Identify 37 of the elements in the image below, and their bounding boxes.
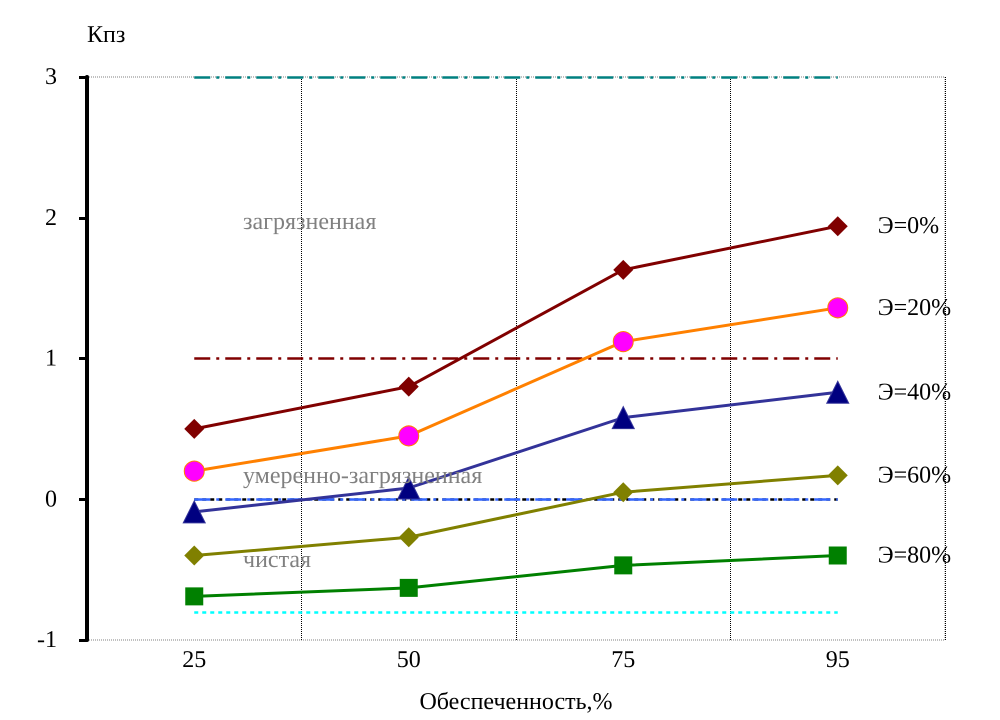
y-tick-label: 2 xyxy=(45,204,57,231)
point xyxy=(182,500,206,524)
point xyxy=(828,216,848,236)
point xyxy=(826,380,850,404)
point xyxy=(398,425,420,446)
point xyxy=(614,556,632,574)
series-label: Э=80% xyxy=(878,542,952,569)
point xyxy=(184,546,204,566)
annotation: загрязненная xyxy=(243,209,376,235)
x-tick-label: 75 xyxy=(611,647,636,673)
x-tick-label: 95 xyxy=(826,647,850,673)
annotation: чистая xyxy=(243,547,312,573)
point xyxy=(612,406,635,430)
series-label: Э=20% xyxy=(878,294,952,321)
x-tick-label: 25 xyxy=(182,647,206,673)
series-label: Э=60% xyxy=(878,462,952,488)
y-tick-label: 3 xyxy=(45,64,57,90)
point xyxy=(612,331,634,352)
series-label: Э=40% xyxy=(878,379,952,406)
point xyxy=(184,418,204,439)
point xyxy=(184,460,205,482)
y-tick-label: 0 xyxy=(45,486,57,512)
point xyxy=(827,297,848,318)
point xyxy=(185,587,204,606)
y-tick-label: 1 xyxy=(45,346,57,372)
point xyxy=(398,376,419,397)
point xyxy=(400,578,418,597)
point xyxy=(613,260,634,280)
point xyxy=(828,546,847,565)
y-tick-label: -1 xyxy=(37,627,57,653)
y-axis-title: Кпз xyxy=(87,22,126,48)
point xyxy=(828,465,848,486)
x-tick-label: 50 xyxy=(396,647,421,673)
x-axis-title: Обеспеченность,% xyxy=(419,689,613,715)
series-label: Э=0% xyxy=(878,213,940,240)
point xyxy=(398,527,419,548)
point xyxy=(613,482,634,502)
